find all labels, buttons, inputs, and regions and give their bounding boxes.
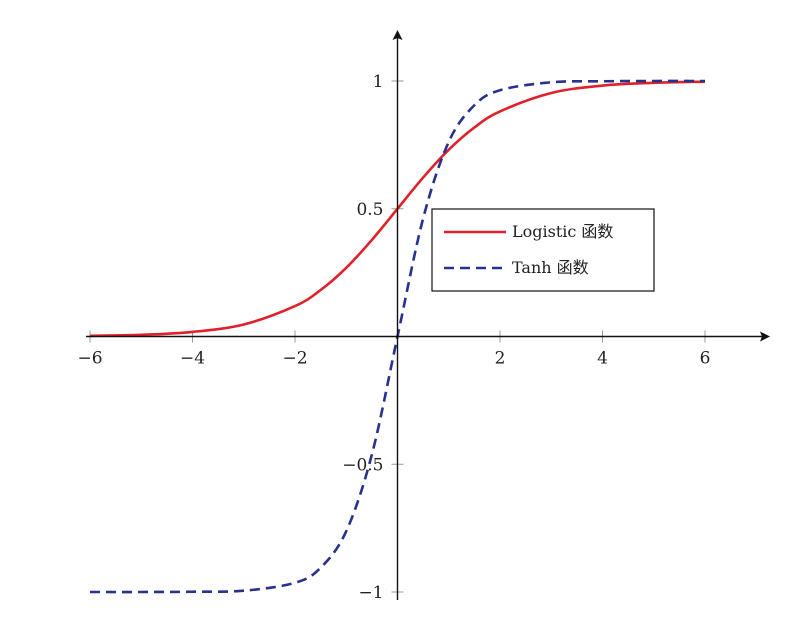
x-tick-label: 6 <box>700 349 711 369</box>
legend-box <box>431 208 655 292</box>
y-tick-label: −1 <box>358 583 383 603</box>
legend-label-tanh: Tanh 函数 <box>512 258 589 277</box>
y-tick-label: 1 <box>373 72 384 92</box>
y-tick-label: −0.5 <box>342 455 383 475</box>
legend: Logistic 函数 Tanh 函数 <box>431 208 655 292</box>
legend-label-logistic: Logistic 函数 <box>512 222 613 241</box>
x-tick-label: −2 <box>282 349 307 369</box>
axes <box>86 30 770 600</box>
y-axis-arrow-icon <box>392 30 403 40</box>
x-tick-label: 4 <box>597 349 608 369</box>
tick-labels: −6 −4 −2 2 4 6 −1 −0.5 0.5 1 <box>77 72 710 603</box>
x-tick-label: −6 <box>77 349 102 369</box>
x-tick-label: −4 <box>180 349 205 369</box>
x-tick-label: 2 <box>495 349 506 369</box>
y-tick-label: 0.5 <box>356 200 383 220</box>
x-axis-arrow-icon <box>760 331 770 342</box>
